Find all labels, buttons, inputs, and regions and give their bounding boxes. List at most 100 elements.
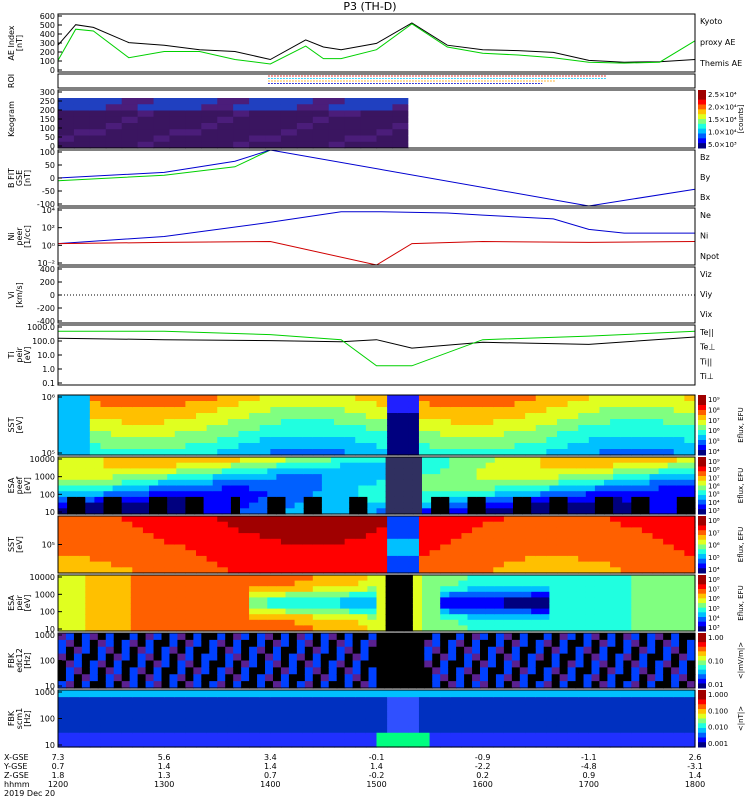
spectrogram-cell (280, 732, 293, 741)
spectrogram-cell (249, 575, 259, 582)
spectrogram-cell (429, 561, 441, 568)
spectrogram-cell (185, 718, 197, 727)
spectrogram-cell (76, 597, 86, 604)
spectrogram-cell (285, 586, 296, 593)
spectrogram-cell (440, 667, 449, 675)
y-tick-label: -50 (42, 187, 55, 196)
spectrogram-cell (576, 462, 587, 469)
series-line-themis-ae (57, 22, 696, 63)
spectrogram-cell (344, 431, 356, 438)
spectrogram-cell (467, 597, 478, 604)
spectrogram-cell (137, 123, 155, 130)
spectrogram-cell (105, 646, 115, 655)
spectrogram-cell (344, 123, 362, 130)
spectrogram-cell (613, 508, 623, 515)
spectrogram-cell (206, 544, 218, 551)
y-axis-label: GSE (15, 170, 24, 186)
spectrogram-cell (599, 437, 611, 444)
spectrogram-cell (169, 653, 179, 662)
spectrogram-cell (68, 431, 80, 438)
spectrogram-cell (105, 639, 115, 648)
spectrogram-cell (312, 608, 323, 615)
spectrogram-cell (531, 575, 541, 582)
spectrogram-cell (331, 597, 341, 604)
spectrogram-cell (673, 401, 685, 408)
spectrogram-cell (121, 690, 133, 698)
spectrogram-cell (449, 608, 459, 615)
spectrogram-cell (312, 502, 323, 509)
spectrogram-cell (89, 413, 102, 420)
spectrogram-cell (422, 597, 432, 604)
spectrogram-cell (676, 462, 687, 469)
spectrogram-cell (493, 401, 505, 408)
spectrogram-cell (121, 718, 133, 727)
spectrogram-cell (79, 690, 91, 698)
spectrogram-cell (355, 425, 367, 432)
spectrogram-cell (142, 449, 155, 456)
spectrogram-cell (358, 580, 368, 587)
spectrogram-cell (663, 633, 672, 641)
y-tick-label: -200 (37, 304, 55, 313)
spectrogram-cell (384, 646, 394, 655)
spectrogram-cell (79, 732, 91, 741)
spectrogram-cell (177, 674, 186, 682)
spectrogram-cell (121, 561, 133, 568)
spectrogram-cell (549, 608, 560, 615)
spectrogram-cell (89, 407, 102, 414)
spectrogram-cell (323, 413, 335, 420)
spectrogram-cell (76, 491, 86, 498)
spectrogram-cell (535, 561, 547, 568)
spectrogram-cell (67, 608, 77, 615)
spectrogram-cell (221, 479, 232, 487)
spectrogram-cell (416, 639, 425, 648)
spectrogram-cell (103, 575, 114, 582)
spectrogram-cell (302, 527, 314, 534)
spectrogram-cell (121, 711, 133, 720)
colorbar-tick: 10⁵ (708, 554, 720, 562)
spectrogram-cell (588, 711, 601, 720)
spectrogram-cell (546, 395, 558, 402)
spectrogram-cell (272, 653, 282, 662)
spectrogram-cell (513, 603, 523, 610)
spectrogram-cell (403, 485, 414, 492)
spectrogram-cell (540, 508, 550, 515)
colorbar-swatch (698, 642, 706, 648)
spectrogram-cell (121, 580, 132, 587)
spectrogram-cell (164, 395, 176, 402)
spectrogram-cell (206, 739, 218, 748)
spectrogram-cell (482, 704, 494, 712)
spectrogram-cell (450, 718, 463, 727)
spectrogram-cell (585, 580, 596, 587)
spectrogram-cell (610, 401, 622, 408)
spectrogram-cell (328, 123, 346, 130)
spectrogram-cell (615, 674, 624, 682)
spectrogram-cell (514, 516, 526, 523)
spectrogram-cell (418, 431, 431, 438)
spectrogram-cell (576, 575, 587, 582)
spectrogram-cell (527, 674, 537, 682)
spectrogram-cell (684, 550, 696, 557)
spectrogram-cell (280, 633, 290, 641)
spectrogram-cell (221, 508, 232, 515)
spectrogram-cell (408, 690, 420, 698)
spectrogram-cell (169, 646, 179, 655)
spectrogram-cell (334, 395, 346, 402)
spectrogram-cell (408, 718, 420, 727)
spectrogram-cell (631, 625, 641, 632)
spectrogram-cell (358, 603, 368, 610)
spectrogram-cell (320, 653, 330, 662)
spectrogram-cell (599, 449, 611, 456)
spectrogram-cell (323, 739, 335, 748)
spectrogram-cell (294, 614, 305, 621)
spectrogram-cell (153, 544, 165, 551)
spectrogram-cell (196, 431, 208, 438)
spectrogram-cell (663, 697, 675, 705)
spectrogram-cell (132, 555, 144, 563)
spectrogram-cell (461, 516, 473, 523)
spectrogram-cell (494, 625, 505, 632)
spectrogram-cell (620, 567, 632, 574)
spectrogram-cell (641, 413, 654, 420)
spectrogram-cell (558, 496, 569, 504)
spectrogram-cell (203, 597, 214, 604)
spectrogram-cell (432, 667, 441, 675)
